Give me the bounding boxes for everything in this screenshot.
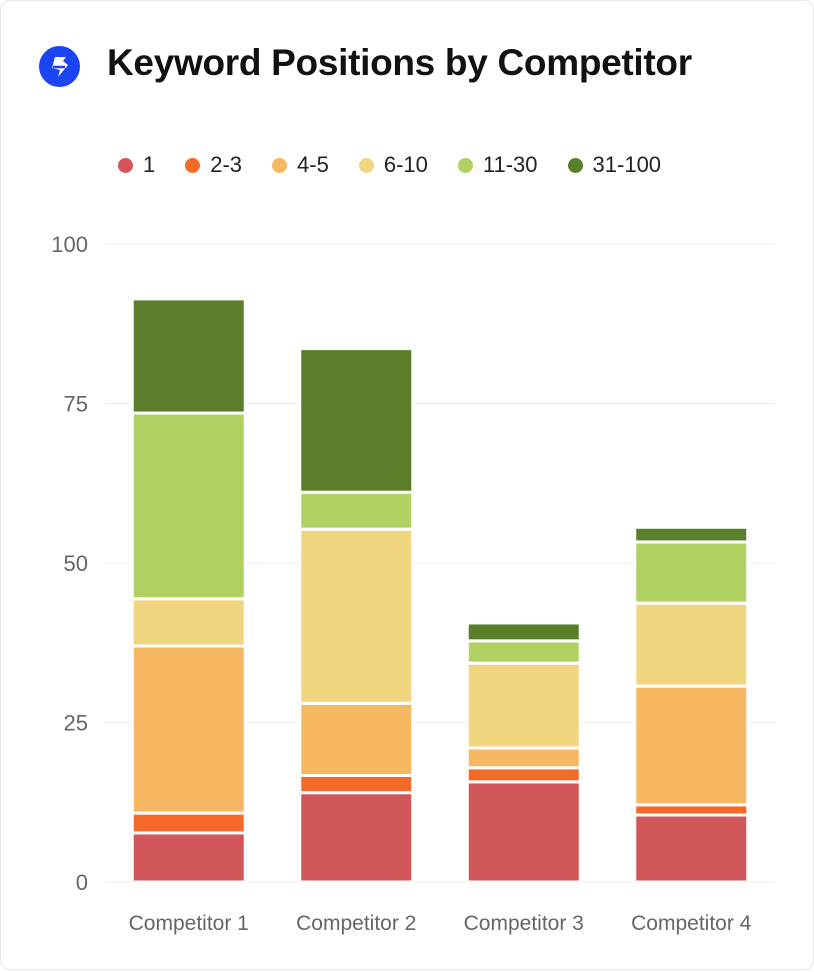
legend-item-1[interactable]: 1 (118, 152, 155, 178)
legend-item-6-10[interactable]: 6-10 (358, 152, 428, 178)
bar-segment-1-1 (130, 831, 247, 884)
y-tick-label: 50 (64, 551, 88, 576)
y-tick-label: 0 (76, 870, 88, 895)
legend-swatch (272, 157, 288, 173)
legend-swatch (567, 157, 583, 173)
x-tick-label: Competitor 2 (296, 912, 416, 935)
bar-segment-2-3-3 (465, 766, 582, 784)
chart-title: Keyword Positions by Competitor (107, 42, 692, 83)
bar-segment-31-100-2 (298, 347, 415, 494)
bar-segment-11-30-1 (130, 411, 247, 601)
bar-segment-31-100-1 (130, 297, 247, 415)
y-tick-label: 75 (64, 392, 88, 417)
bar-segment-4-5-3 (465, 746, 582, 770)
bar-segment-1-3 (465, 780, 582, 884)
bar-segment-6-10-2 (298, 527, 415, 705)
legend-label: 31-100 (592, 152, 662, 177)
bar-segment-2-3-1 (130, 811, 247, 835)
y-tick-label: 25 (64, 711, 88, 736)
legend-label: 1 (143, 152, 156, 177)
bar-segment-6-10-1 (130, 597, 247, 648)
legend-swatch (185, 157, 201, 173)
bar-segment-31-100-4 (633, 525, 750, 544)
chart-legend: 1 2-3 4-5 6-10 11-30 31-100 (118, 152, 691, 178)
bar-segment-6-10-3 (465, 661, 582, 750)
legend-item-2-3[interactable]: 2-3 (185, 152, 242, 178)
x-tick-label: Competitor 1 (129, 912, 249, 935)
legend-item-4-5[interactable]: 4-5 (272, 152, 329, 178)
bar-segment-1-2 (298, 791, 415, 884)
bar-segment-11-30-2 (298, 490, 415, 531)
legend-label: 4-5 (297, 152, 329, 177)
bar-segment-4-5-2 (298, 701, 415, 777)
legend-swatch (118, 157, 133, 173)
bar-segment-6-10-4 (633, 601, 750, 688)
y-tick-label: 100 (51, 232, 88, 257)
legend-swatch (358, 157, 374, 173)
legend-label: 2-3 (210, 152, 243, 177)
legend-item-11-30[interactable]: 11-30 (457, 152, 538, 178)
bar-segment-11-30-4 (633, 540, 750, 605)
bar-segment-4-5-1 (130, 644, 247, 815)
x-tick-label: Competitor 3 (464, 912, 584, 935)
lightning-icon (39, 46, 80, 87)
bar-segment-2-3-2 (298, 773, 415, 795)
legend-label: 11-30 (482, 152, 538, 177)
bar-segment-1-4 (633, 813, 750, 884)
legend-item-31-100[interactable]: 31-100 (567, 152, 662, 178)
bar-segment-4-5-4 (633, 684, 750, 807)
bar-segment-2-3-4 (633, 803, 750, 817)
bar-segment-31-100-3 (465, 621, 582, 643)
bar-segment-11-30-3 (465, 639, 582, 665)
legend-label: 6-10 (383, 152, 428, 177)
legend-swatch (457, 157, 473, 173)
x-tick-label: Competitor 4 (631, 912, 752, 935)
